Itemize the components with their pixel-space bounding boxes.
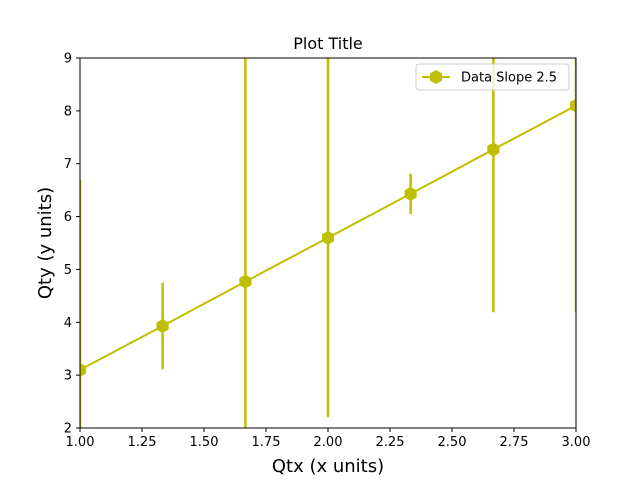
data-point	[487, 142, 500, 157]
legend-marker-icon	[429, 70, 443, 84]
y-tick-label: 4	[64, 316, 72, 331]
y-tick-label: 2	[64, 422, 72, 437]
data-point	[569, 98, 576, 113]
data-point	[239, 274, 252, 289]
data-point	[80, 362, 87, 377]
x-tick-label: 1.00	[66, 435, 95, 450]
x-tick-label: 1.75	[252, 435, 281, 450]
x-tick-label: 2.25	[376, 435, 405, 450]
x-tick-label: 2.00	[314, 435, 343, 450]
y-axis-label: Qty (y units)	[35, 187, 56, 299]
y-tick-label: 9	[64, 52, 72, 67]
legend: Data Slope 2.5	[415, 63, 570, 91]
x-tick-label: 2.50	[438, 435, 467, 450]
y-tick-label: 5	[64, 263, 72, 278]
y-tick-label: 7	[64, 157, 72, 172]
y-tick-label: 3	[64, 369, 72, 384]
x-tick-label: 1.25	[128, 435, 157, 450]
data-layer	[80, 58, 576, 428]
data-point	[321, 230, 335, 245]
x-tick-label: 3.00	[562, 435, 591, 450]
y-tick-label: 6	[64, 210, 72, 225]
legend-box	[415, 63, 570, 91]
x-tick-label: 1.50	[190, 435, 219, 450]
y-axis: 2 3 4 5 6 7 8 9	[64, 52, 80, 437]
x-tick-label: 2.75	[500, 435, 529, 450]
x-axis-label: Qtx (x units)	[272, 456, 384, 477]
x-axis: 1.00 1.25 1.50 1.75 2.00 2.25 2.50 2.75 3.00	[66, 428, 591, 450]
chart-title: Plot Title	[293, 34, 363, 53]
legend-label: Data Slope 2.5	[461, 71, 557, 86]
data-point	[156, 318, 169, 333]
y-tick-label: 8	[64, 104, 72, 119]
data-point	[404, 186, 417, 201]
